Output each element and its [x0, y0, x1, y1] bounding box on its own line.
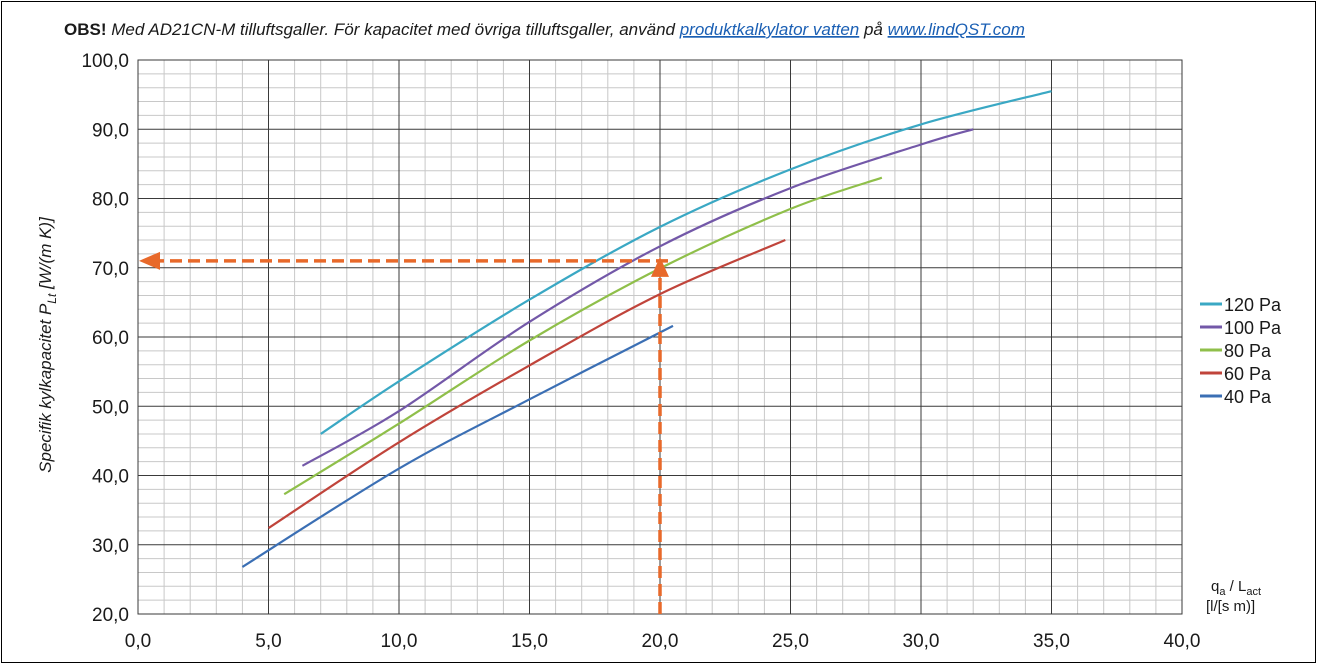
legend-label-40-pa: 40 Pa [1224, 387, 1272, 407]
produktkalkylator-link[interactable]: produktkalkylator vatten [679, 20, 860, 39]
series-line-60-pa [267, 238, 786, 530]
y-tick-label: 90,0 [92, 120, 129, 141]
legend-label-60-pa: 60 Pa [1224, 364, 1272, 384]
x-tick-label: 20,0 [642, 631, 679, 652]
x-tick-label: 25,0 [772, 631, 809, 652]
y-tick-label: 50,0 [92, 397, 129, 418]
y-tick-label: 80,0 [92, 190, 129, 211]
legend-label-80-pa: 80 Pa [1224, 341, 1272, 361]
y-axis-label: Specifik kylkapacitet PLt [W/(m K)] [36, 216, 59, 473]
y-tick-label: 100,0 [81, 51, 129, 72]
series-lines [241, 90, 1052, 568]
x-tick-label: 30,0 [903, 631, 940, 652]
y-tick-label: 30,0 [92, 536, 129, 557]
series-line-80-pa [283, 176, 883, 496]
legend: 120 Pa 100 Pa 80 Pa 60 Pa 40 Pa [1200, 295, 1282, 407]
website-link[interactable]: www.lindQST.com [888, 20, 1025, 39]
series-line-100-pa [301, 128, 974, 467]
reading-annotation [139, 251, 669, 614]
x-tick-label: 0,0 [125, 631, 151, 652]
x-tick-label: 10,0 [381, 631, 418, 652]
note-text: OBS! Med AD21CN-M tilluftsgaller. För ka… [64, 20, 1025, 39]
axis-ticks: 0,0 5,0 10,0 15,0 20,0 25,0 30,0 35,0 40,0 20,0 30… [81, 51, 1200, 652]
note-bold: OBS! [64, 20, 107, 39]
x-tick-label: 15,0 [511, 631, 548, 652]
y-tick-label: 20,0 [92, 605, 129, 626]
y-tick-label: 70,0 [92, 259, 129, 280]
x-tick-label: 40,0 [1164, 631, 1201, 652]
x-tick-label: 35,0 [1033, 631, 1070, 652]
x-axis-label-line1: qa / Lact [1211, 578, 1261, 598]
x-axis-label-line2: [l/[s m)] [1206, 598, 1255, 615]
note-text-part2: på [859, 20, 887, 39]
legend-label-100-pa: 100 Pa [1224, 318, 1282, 338]
legend-label-120-pa: 120 Pa [1224, 295, 1282, 315]
arrowhead-up [651, 256, 669, 277]
arrowhead-left [139, 251, 160, 270]
y-tick-label: 60,0 [92, 328, 129, 349]
x-tick-label: 5,0 [255, 631, 281, 652]
y-tick-label: 40,0 [92, 467, 129, 488]
note-text-part1: Med AD21CN-M tilluftsgaller. För kapacit… [107, 20, 680, 39]
series-line-120-pa [320, 90, 1052, 435]
series-line-40-pa [241, 324, 674, 568]
